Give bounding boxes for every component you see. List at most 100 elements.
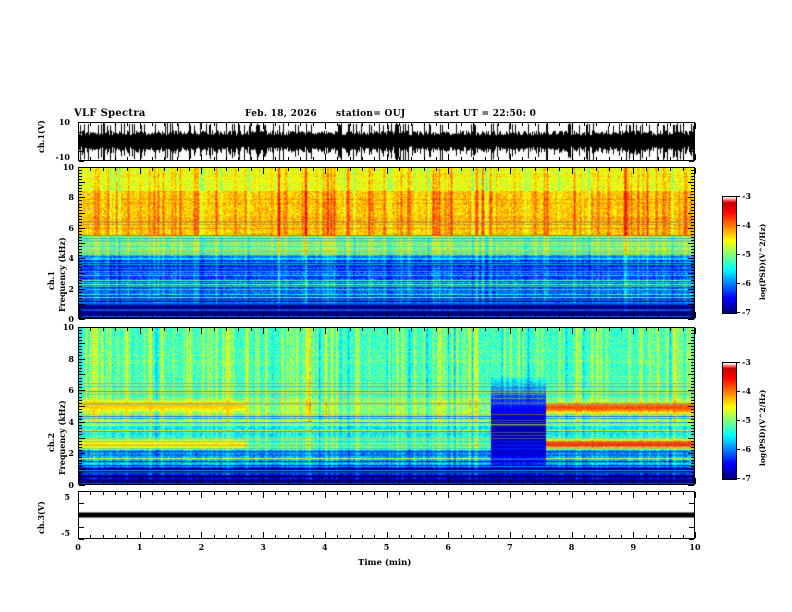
ch3-wave-tick-top: 5	[64, 492, 70, 502]
ch1-wave-xtick-top-13	[238, 123, 240, 126]
ch3-wave-xtick-bottom-33	[485, 535, 487, 538]
ch2-ftick-left-13	[79, 443, 82, 445]
ch2-spec-xtick-top-22	[349, 328, 351, 331]
ch2-ftick-right-37	[691, 368, 694, 370]
ch3-wave-xtick-bottom-43	[608, 535, 610, 538]
ch1-wave-xtick-top-46	[645, 123, 647, 126]
x-tick-label-0: 0	[75, 542, 81, 552]
ch2-freq-tick-label-4: 4	[68, 416, 74, 427]
ch1-spec-xtick-top-0	[78, 168, 79, 174]
ch3-wave-xtick-bottom-26	[398, 535, 400, 538]
ch2-ftick-right-9	[691, 456, 694, 458]
ch1-wave-xtick-bottom-34	[497, 157, 499, 160]
ch1-wave-xtick-top-11	[213, 123, 215, 126]
ch2-ftick-right-11	[691, 450, 694, 452]
ch1-ftick-right-17	[691, 267, 694, 269]
ch3-wave-xtick-bottom-19	[312, 535, 314, 538]
ch2-ftick-left-29	[79, 393, 82, 395]
ch1-ftick-left-39	[79, 200, 82, 202]
ch1-ftick-left-48	[79, 173, 82, 175]
ch3-wave-xtick-top-17	[287, 492, 289, 495]
ch2-ftick-right-2	[691, 478, 694, 480]
ch1-spec-xtick-bottom-15	[263, 312, 265, 318]
ch3-wave-xtick-top-49	[682, 492, 684, 495]
ch1-ftick-left-31	[79, 224, 82, 226]
ch1-ftick-right-32	[691, 221, 694, 223]
ch2-spec-xtick-bottom-36	[522, 481, 524, 484]
cb2-tick-label-4: -7	[742, 473, 751, 483]
ch3-wave-xtick-bottom-28	[423, 535, 425, 538]
ch2-spec-xtick-top-26	[398, 328, 400, 331]
ch3-wave-xtick-top-27	[411, 492, 413, 495]
ch3-wave-xtick-top-7	[164, 492, 166, 495]
ch1-spec-xtick-bottom-23	[361, 315, 363, 318]
ch3-wave-xtick-bottom-17	[287, 535, 289, 538]
ch2-ftick-right-23	[691, 412, 694, 414]
ch1-ftick-left-15	[79, 273, 85, 275]
ch3-waveform-canvas	[79, 492, 694, 538]
ch2-spec-xtick-bottom-14	[250, 481, 252, 484]
ch3-wave-xtick-bottom-20	[324, 532, 326, 538]
ch2-ftick-left-48	[79, 333, 82, 335]
ch3-wave-xtick-top-41	[583, 492, 585, 495]
ch2-spec-xtick-bottom-35	[509, 478, 511, 484]
ch2-spec-xtick-bottom-27	[411, 481, 413, 484]
ch2-spec-xtick-top-7	[164, 328, 166, 331]
ch1-ftick-left-30	[79, 227, 85, 229]
ch1-wave-xtick-bottom-50	[695, 154, 696, 160]
ch1-wave-xtick-bottom-27	[411, 157, 413, 160]
ch3-wave-xtick-bottom-41	[583, 535, 585, 538]
ch1-wave-xtick-bottom-20	[324, 154, 326, 160]
ch1-spec-xtick-top-45	[633, 168, 635, 174]
ch1-wave-xtick-bottom-12	[226, 157, 228, 160]
ch2-ftick-right-40	[688, 358, 694, 360]
ch1-ftick-left-47	[79, 176, 82, 178]
ch1-ftick-right-22	[691, 252, 694, 254]
ch2-ftick-right-31	[691, 387, 694, 388]
ch3-wave-xtick-bottom-30	[448, 532, 450, 538]
ch1w-ytick-r-4	[689, 161, 694, 162]
ch1w-ytick-r-2	[689, 141, 694, 143]
ch1-ftick-right-9	[691, 291, 694, 293]
ch2-ftick-right-19	[691, 425, 694, 426]
ch1-ftick-left-18	[79, 264, 82, 266]
ch1-wave-xtick-top-44	[621, 123, 622, 126]
ch2-spec-xtick-bottom-15	[263, 478, 265, 484]
ch2-ftick-left-12	[79, 447, 82, 449]
ch1-spec-xtick-top-34	[497, 168, 499, 171]
ch1-ftick-right-25	[688, 243, 694, 244]
ch3-wave-xtick-top-30	[448, 492, 450, 498]
ch1-ftick-right-28	[691, 233, 694, 235]
ch3-wave-xtick-bottom-50	[695, 532, 696, 538]
ch1-wave-xtick-top-5	[139, 123, 141, 129]
ch1-ftick-left-28	[79, 233, 82, 235]
ch2-ftick-right-16	[691, 434, 694, 436]
ch1-wave-xtick-bottom-19	[312, 157, 314, 160]
ch1-ftick-right-30	[688, 227, 694, 229]
ch2-spec-xtick-bottom-22	[349, 481, 351, 484]
ch1-spec-xtick-top-16	[275, 168, 277, 171]
ch2-spec-xtick-top-6	[152, 328, 153, 331]
ch2-ftick-left-20	[79, 421, 85, 423]
ch2-ftick-right-32	[691, 383, 694, 385]
ch1-ftick-right-44	[691, 185, 694, 187]
ch2-ftick-right-28	[691, 396, 694, 398]
ch1-spec-xtick-bottom-39	[559, 315, 561, 318]
ch3-wave-xtick-bottom-8	[176, 535, 178, 538]
ch1-spec-xtick-bottom-28	[423, 315, 425, 318]
ch1-wave-xtick-bottom-0	[78, 154, 79, 160]
ch2-spec-xtick-bottom-30	[448, 478, 450, 484]
ch1-wave-xtick-bottom-22	[349, 157, 351, 160]
ch1-ftick-left-14	[79, 276, 82, 278]
ch2-ftick-left-0	[79, 485, 85, 486]
ch1-wave-xtick-top-28	[423, 123, 425, 126]
ch1-spec-xtick-bottom-35	[509, 312, 511, 318]
ch2-ftick-left-16	[79, 434, 82, 436]
ch2-ftick-right-25	[688, 406, 694, 407]
x-tick-label-1: 1	[136, 542, 143, 552]
ch1-wave-xtick-top-6	[152, 123, 153, 126]
ch1-ftick-right-6	[691, 300, 694, 302]
ch3-wave-xtick-bottom-11	[213, 535, 215, 538]
ch1-spec-xtick-top-48	[670, 168, 672, 171]
